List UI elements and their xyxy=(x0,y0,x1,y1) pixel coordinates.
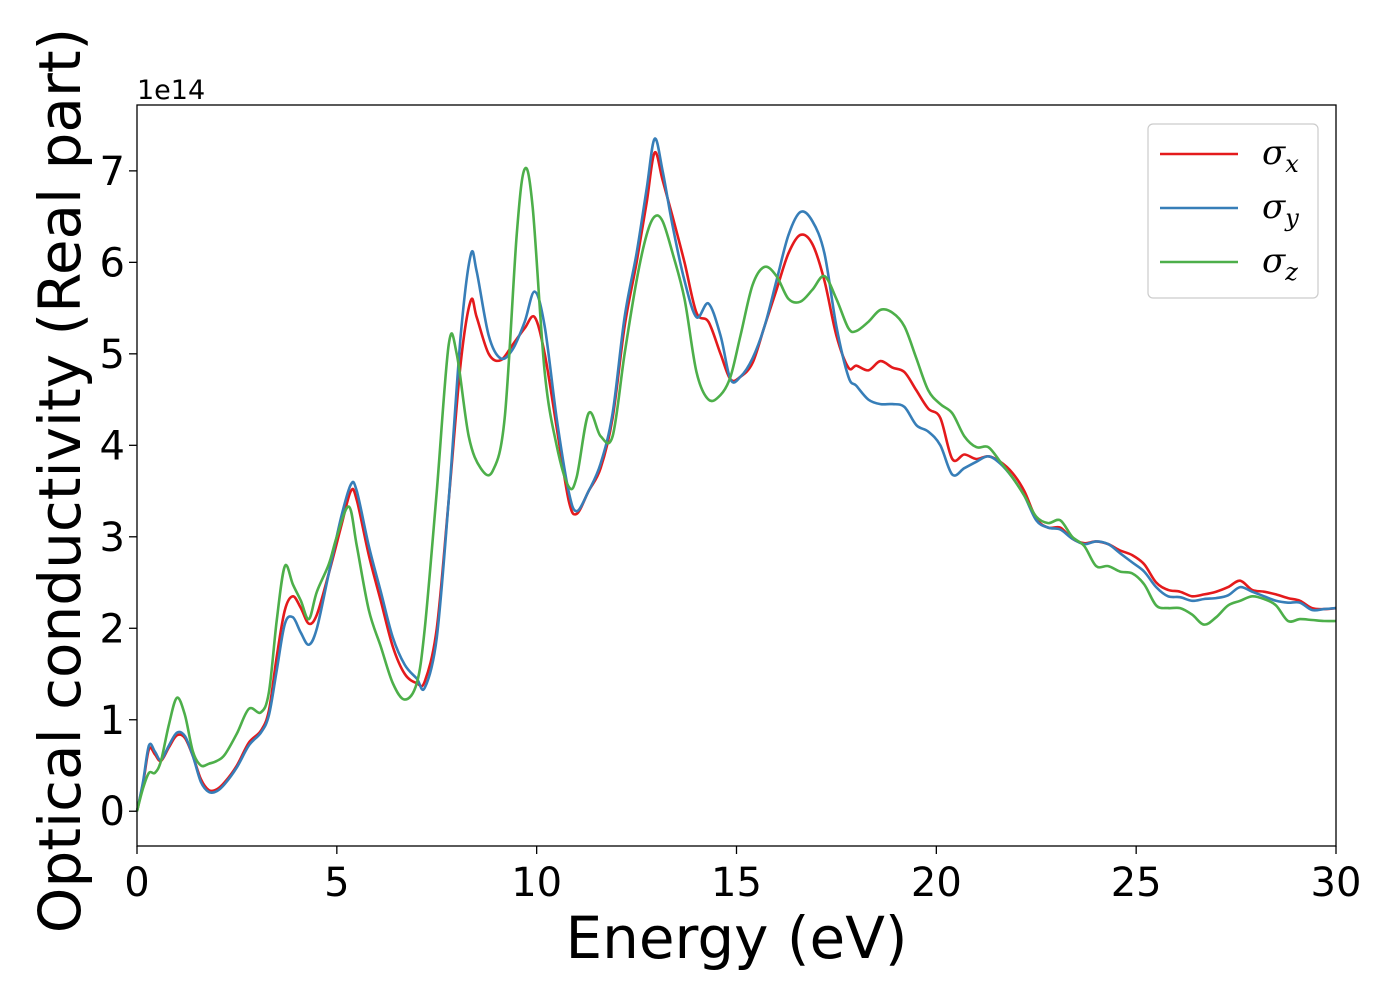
x-tick-label: 15 xyxy=(711,860,762,906)
x-tick-label: 0 xyxy=(124,860,149,906)
y-tick-label: 0 xyxy=(100,789,125,835)
y-axis-title: Optical conductivity (Real part) xyxy=(26,28,94,933)
legend-label-sigma-z: σz xyxy=(1262,241,1298,286)
y-tick-label: 4 xyxy=(100,423,125,469)
series-layer xyxy=(135,137,1337,812)
legend: σx σy σz xyxy=(1147,123,1319,299)
y-offset-label: 1e14 xyxy=(137,75,205,106)
y-tick-label: 6 xyxy=(100,240,125,286)
legend-box xyxy=(1147,123,1319,299)
y-tick-label: 3 xyxy=(100,515,125,561)
y-tick-label: 1 xyxy=(100,698,125,744)
x-tick-label: 10 xyxy=(511,860,562,906)
x-axis-title: Energy (eV) xyxy=(565,904,907,972)
y-tick-label: 5 xyxy=(100,332,125,378)
x-tick-label: 30 xyxy=(1311,860,1362,906)
series-line-sigma-z xyxy=(135,166,1337,812)
y-tick-label: 2 xyxy=(100,606,125,652)
y-axis: 0 1 2 3 4 5 6 7 xyxy=(100,149,137,835)
legend-label-sigma-x: σx xyxy=(1262,133,1299,178)
legend-label-sigma-y: σy xyxy=(1262,187,1299,232)
x-tick-label: 20 xyxy=(911,860,962,906)
y-tick-label: 7 xyxy=(100,149,125,195)
series-line-sigma-y xyxy=(135,137,1337,812)
x-axis: 0 5 10 15 20 25 30 xyxy=(124,846,1361,906)
x-tick-label: 5 xyxy=(324,860,349,906)
x-tick-label: 25 xyxy=(1111,860,1162,906)
